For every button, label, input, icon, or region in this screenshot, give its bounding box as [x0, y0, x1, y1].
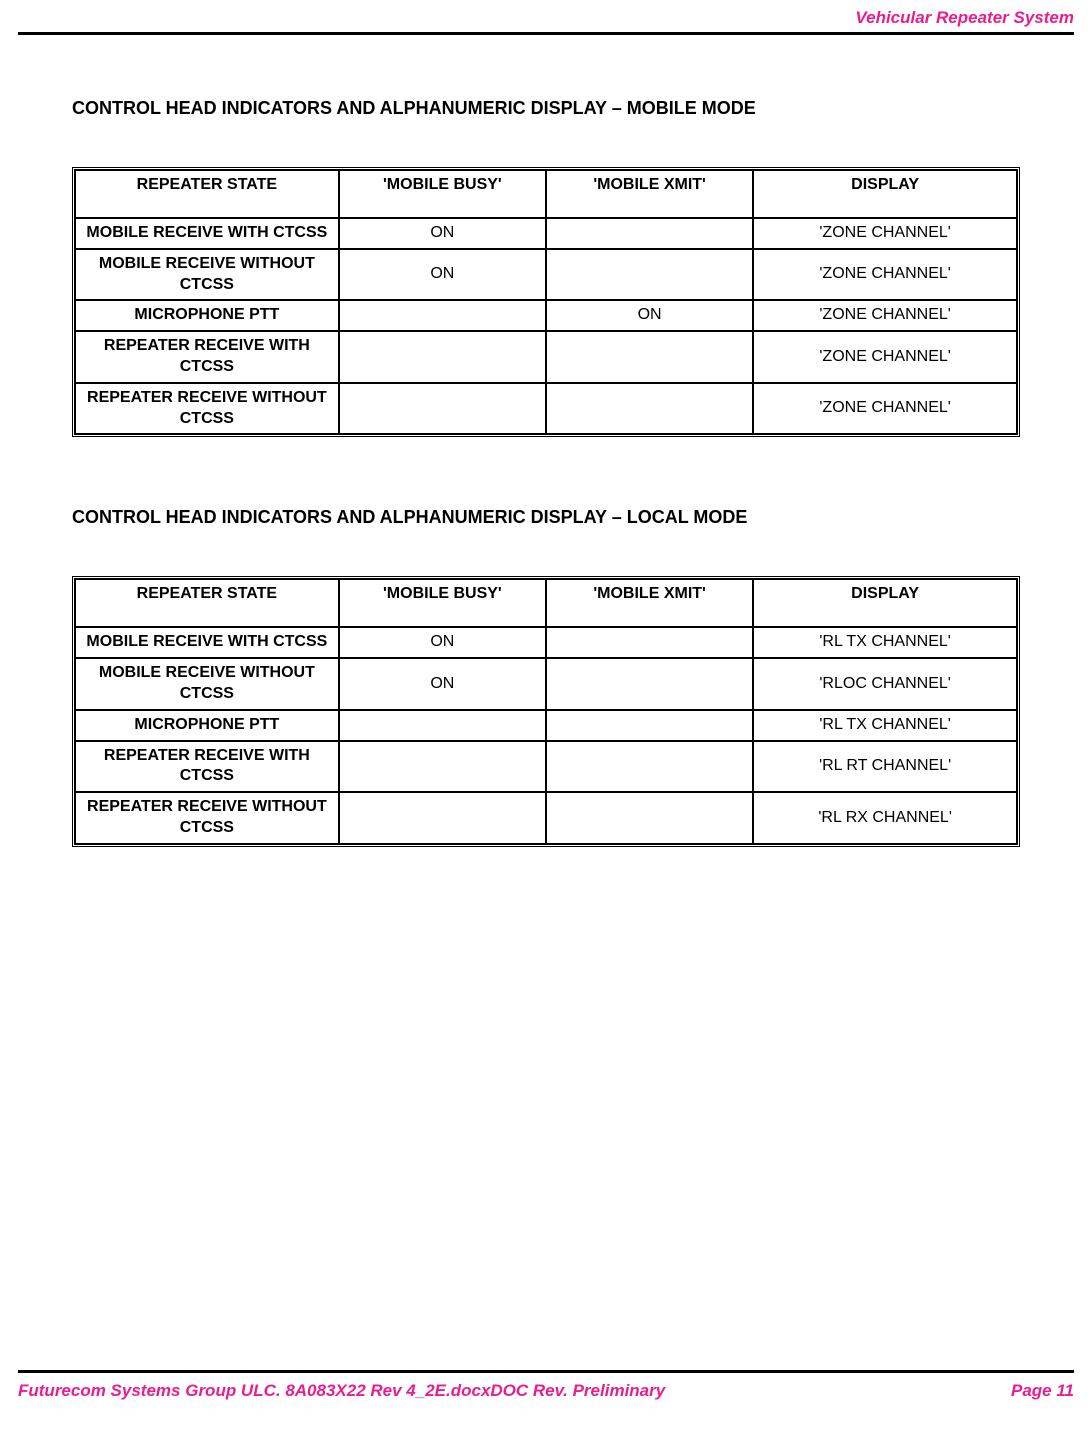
cell-busy: ON [339, 627, 546, 658]
section1-table: REPEATER STATE 'MOBILE BUSY' 'MOBILE XMI… [72, 167, 1020, 437]
table-row: REPEATER RECEIVE WITH CTCSS 'ZONE CHANNE… [75, 331, 1017, 383]
cell-busy: ON [339, 249, 546, 301]
cell-state: MICROPHONE PTT [75, 710, 339, 741]
cell-state: REPEATER RECEIVE WITH CTCSS [75, 741, 339, 793]
cell-busy [339, 792, 546, 844]
cell-display: 'ZONE CHANNEL' [753, 249, 1017, 301]
cell-state: MICROPHONE PTT [75, 300, 339, 331]
cell-display: 'ZONE CHANNEL' [753, 383, 1017, 435]
footer-rule [18, 1370, 1074, 1373]
cell-state: MOBILE RECEIVE WITH CTCSS [75, 627, 339, 658]
cell-busy [339, 383, 546, 435]
cell-display: 'RL RX CHANNEL' [753, 792, 1017, 844]
cell-busy [339, 300, 546, 331]
table-row: MOBILE RECEIVE WITH CTCSS ON 'RL TX CHAN… [75, 627, 1017, 658]
cell-xmit [546, 710, 753, 741]
section2-table: REPEATER STATE 'MOBILE BUSY' 'MOBILE XMI… [72, 576, 1020, 846]
cell-xmit: ON [546, 300, 753, 331]
cell-state: MOBILE RECEIVE WITHOUT CTCSS [75, 658, 339, 710]
cell-state: REPEATER RECEIVE WITH CTCSS [75, 331, 339, 383]
table-header-row: REPEATER STATE 'MOBILE BUSY' 'MOBILE XMI… [75, 579, 1017, 627]
cell-display: 'RL TX CHANNEL' [753, 710, 1017, 741]
col-header-busy: 'MOBILE BUSY' [339, 579, 546, 627]
cell-display: 'ZONE CHANNEL' [753, 331, 1017, 383]
table-row: REPEATER RECEIVE WITHOUT CTCSS 'RL RX CH… [75, 792, 1017, 844]
footer-right: Page 11 [1011, 1381, 1074, 1401]
cell-xmit [546, 627, 753, 658]
table-row: MOBILE RECEIVE WITHOUT CTCSS ON 'ZONE CH… [75, 249, 1017, 301]
cell-state: MOBILE RECEIVE WITH CTCSS [75, 218, 339, 249]
cell-display: 'ZONE CHANNEL' [753, 300, 1017, 331]
cell-busy [339, 331, 546, 383]
cell-display: 'RLOC CHANNEL' [753, 658, 1017, 710]
cell-state: REPEATER RECEIVE WITHOUT CTCSS [75, 792, 339, 844]
col-header-xmit: 'MOBILE XMIT' [546, 170, 753, 218]
table-header-row: REPEATER STATE 'MOBILE BUSY' 'MOBILE XMI… [75, 170, 1017, 218]
cell-display: 'RL TX CHANNEL' [753, 627, 1017, 658]
table-row: MOBILE RECEIVE WITHOUT CTCSS ON 'RLOC CH… [75, 658, 1017, 710]
col-header-state: REPEATER STATE [75, 579, 339, 627]
table-row: REPEATER RECEIVE WITHOUT CTCSS 'ZONE CHA… [75, 383, 1017, 435]
col-header-display: DISPLAY [753, 579, 1017, 627]
col-header-display: DISPLAY [753, 170, 1017, 218]
table-row: REPEATER RECEIVE WITH CTCSS 'RL RT CHANN… [75, 741, 1017, 793]
header-title: Vehicular Repeater System [855, 8, 1074, 28]
cell-xmit [546, 331, 753, 383]
page-content: CONTROL HEAD INDICATORS AND ALPHANUMERIC… [72, 80, 1020, 847]
table-row: MICROPHONE PTT 'RL TX CHANNEL' [75, 710, 1017, 741]
cell-xmit [546, 383, 753, 435]
cell-busy: ON [339, 658, 546, 710]
header-rule [18, 32, 1074, 35]
footer: Futurecom Systems Group ULC. 8A083X22 Re… [18, 1381, 1074, 1401]
cell-busy: ON [339, 218, 546, 249]
table-row: MICROPHONE PTT ON 'ZONE CHANNEL' [75, 300, 1017, 331]
table-row: MOBILE RECEIVE WITH CTCSS ON 'ZONE CHANN… [75, 218, 1017, 249]
cell-xmit [546, 658, 753, 710]
col-header-busy: 'MOBILE BUSY' [339, 170, 546, 218]
cell-display: 'ZONE CHANNEL' [753, 218, 1017, 249]
section2-title: CONTROL HEAD INDICATORS AND ALPHANUMERIC… [72, 507, 1020, 528]
cell-xmit [546, 218, 753, 249]
col-header-state: REPEATER STATE [75, 170, 339, 218]
cell-xmit [546, 741, 753, 793]
cell-xmit [546, 249, 753, 301]
cell-xmit [546, 792, 753, 844]
cell-state: REPEATER RECEIVE WITHOUT CTCSS [75, 383, 339, 435]
section1-title: CONTROL HEAD INDICATORS AND ALPHANUMERIC… [72, 98, 1020, 119]
col-header-xmit: 'MOBILE XMIT' [546, 579, 753, 627]
cell-busy [339, 710, 546, 741]
footer-left: Futurecom Systems Group ULC. 8A083X22 Re… [18, 1381, 665, 1401]
cell-display: 'RL RT CHANNEL' [753, 741, 1017, 793]
cell-state: MOBILE RECEIVE WITHOUT CTCSS [75, 249, 339, 301]
cell-busy [339, 741, 546, 793]
